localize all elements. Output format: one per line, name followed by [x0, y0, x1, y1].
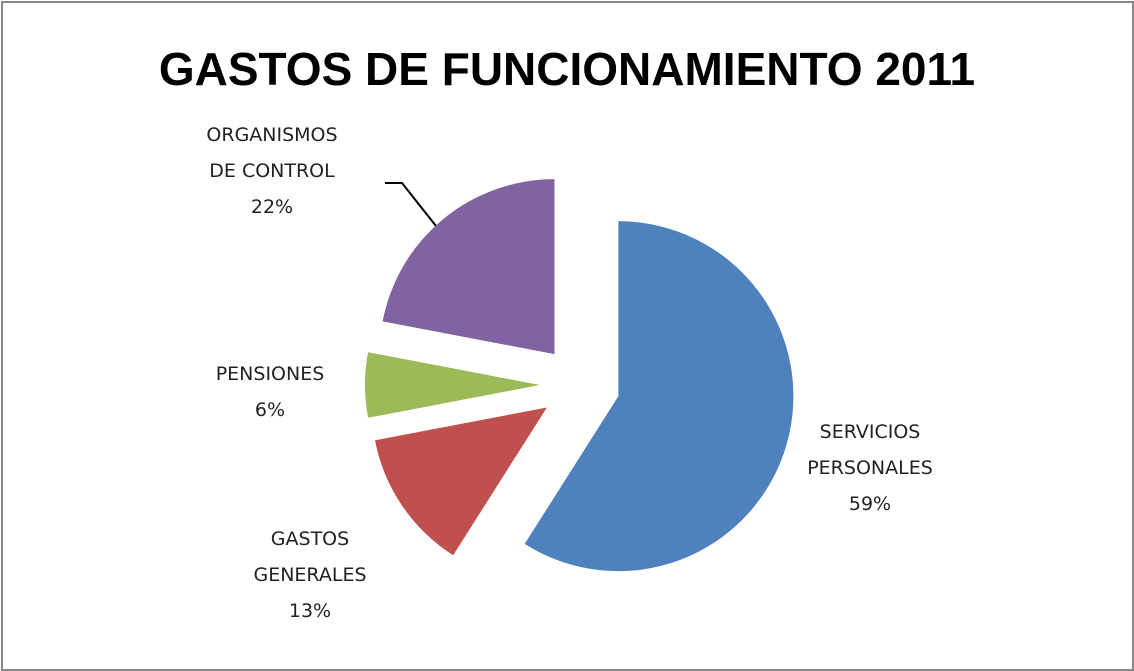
slice-label: PENSIONES 6%	[190, 356, 350, 428]
slice-label: GASTOS GENERALES 13%	[235, 521, 385, 629]
pie-slice	[524, 221, 794, 572]
category-label: ORGANISMOS DE CONTROL	[206, 124, 338, 182]
leader-line	[385, 182, 437, 227]
value-label: 59%	[848, 493, 892, 515]
slice-label: SERVICIOS PERSONALES 59%	[795, 414, 945, 522]
slice-label: ORGANISMOS DE CONTROL 22%	[197, 117, 347, 225]
category-label: SERVICIOS PERSONALES	[807, 421, 933, 479]
pie-slice	[375, 407, 547, 556]
chart-title: GASTOS DE FUNCIONAMIENTO 2011	[158, 43, 976, 95]
value-label: 22%	[250, 196, 294, 218]
pie-slice	[382, 179, 555, 355]
value-label: 13%	[288, 600, 332, 622]
category-label: GASTOS GENERALES	[253, 528, 367, 586]
value-label: 6%	[254, 399, 286, 421]
category-label: PENSIONES	[215, 363, 325, 385]
pie-slice	[365, 352, 540, 418]
